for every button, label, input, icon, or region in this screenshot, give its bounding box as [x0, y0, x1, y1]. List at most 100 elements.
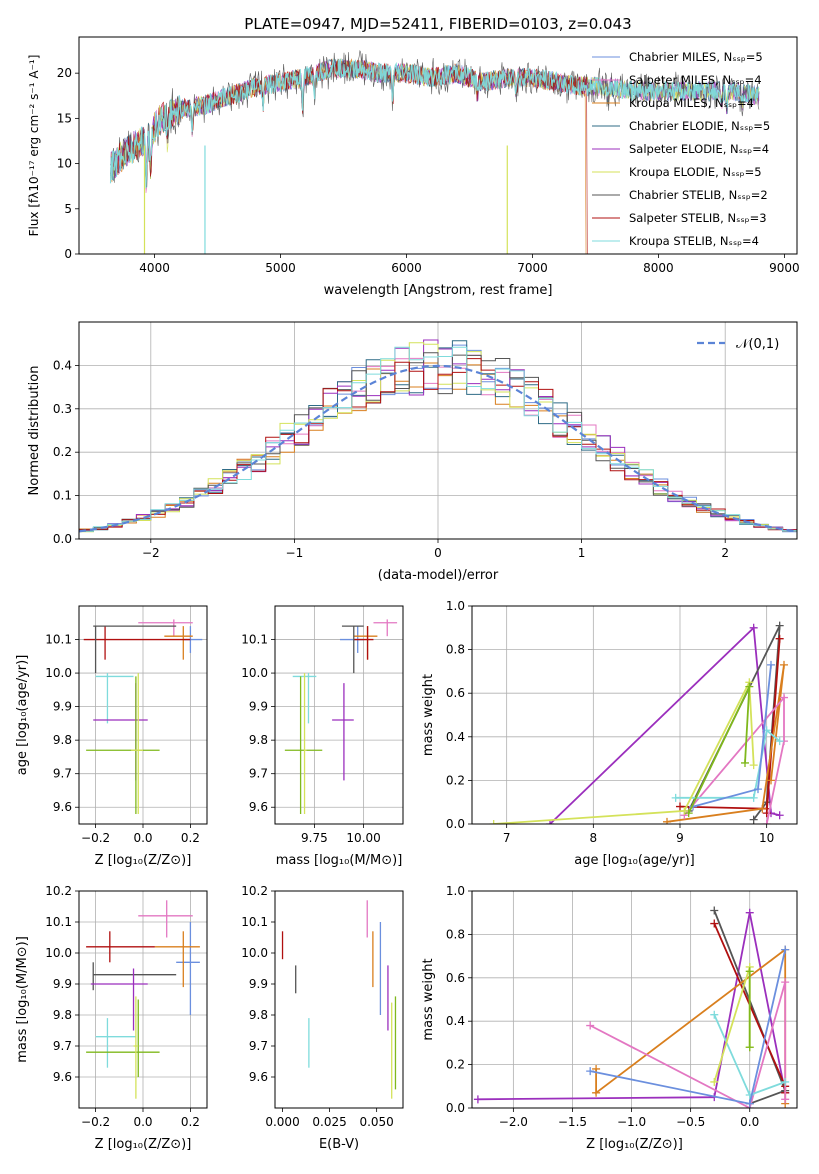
weight-marker — [546, 820, 554, 824]
x-tick-label: −2 — [142, 546, 160, 560]
x-axis-label: E(B-V) — [319, 1137, 359, 1152]
plot-area — [284, 619, 398, 814]
y-tick-label: 9.7 — [249, 1039, 268, 1053]
weight-marker — [767, 776, 775, 785]
x-axis-label: Z [log₁₀(Z/Z⊙)] — [95, 853, 192, 868]
data-point — [93, 683, 148, 781]
data-point — [154, 931, 200, 988]
y-tick-label: 9.9 — [249, 700, 268, 714]
weight-marker — [745, 967, 754, 976]
x-tick-label: 10 — [759, 831, 774, 845]
data-point — [332, 683, 354, 781]
weight-marker — [749, 815, 758, 824]
plot-area — [473, 906, 790, 1108]
data-point — [86, 676, 160, 814]
data-point — [93, 625, 177, 674]
histogram-step — [79, 346, 797, 532]
weight-line — [683, 695, 785, 824]
data-point — [95, 1018, 136, 1068]
plot-area — [109, 49, 760, 254]
weight-marker — [749, 761, 758, 770]
y-axis-label: mass weight — [421, 958, 436, 1040]
weight-marker — [489, 820, 498, 824]
y-tick-label: 0.8 — [446, 643, 465, 657]
x-tick-label: 0.0 — [133, 831, 152, 845]
x-tick-label: −1.0 — [617, 1115, 646, 1129]
weight-marker — [710, 919, 719, 928]
data-point — [83, 626, 191, 660]
chart-title: PLATE=0947, MJD=52411, FIBERID=0103, z=0… — [244, 15, 631, 33]
y-tick-label: 9.9 — [249, 977, 268, 991]
panel-6: −0.2 0.0 0.2 9.6 9.7 9.8 9.9 10.0 10.1 10.2 — [45, 884, 208, 1129]
y-tick-label: 9.6 — [53, 1070, 72, 1084]
data-point — [138, 619, 193, 637]
y-tick-label: 20 — [57, 66, 72, 80]
weight-line — [477, 912, 787, 1101]
y-tick-label: 0.6 — [446, 971, 465, 985]
legend-entry: Chabrier MILES, Nₛₛₚ=5 — [629, 50, 763, 64]
y-tick-label: 0.0 — [446, 1101, 465, 1115]
legend-entry: Kroupa ELODIE, Nₛₛₚ=5 — [629, 165, 762, 179]
weight-marker — [710, 1077, 719, 1086]
x-tick-label: 6000 — [391, 261, 422, 275]
axes-frame — [274, 605, 404, 825]
weight-marker — [762, 820, 771, 824]
weight-line — [679, 638, 781, 814]
weight-marker — [745, 1099, 754, 1108]
x-tick-label: 9 — [676, 831, 684, 845]
weight-marker — [586, 1067, 595, 1076]
panel-5: 7 8 9 10 0.0 0.2 0.4 0.6 0.8 1.0 — [446, 599, 798, 845]
x-axis-label: wavelength [Angstrom, rest frame] — [324, 283, 553, 298]
axes-frame — [78, 890, 208, 1109]
y-tick-label: 9.8 — [53, 733, 72, 747]
weight-line — [549, 625, 780, 824]
x-axis-label: age [log₁₀(age/yr)] — [574, 853, 695, 868]
y-tick-label: 9.7 — [53, 1039, 72, 1053]
weight-marker — [684, 809, 693, 818]
y-tick-label: 10.1 — [241, 633, 268, 647]
plot-area — [489, 621, 788, 824]
plot-area — [83, 619, 203, 814]
data-point — [341, 625, 364, 674]
normal-curve — [79, 364, 797, 533]
axes-frame — [471, 890, 798, 1109]
x-tick-label: 0.0 — [133, 1115, 152, 1129]
x-tick-label: 8 — [590, 831, 598, 845]
spectrum-line — [109, 58, 760, 189]
data-point — [164, 626, 193, 660]
x-tick-label: 5000 — [265, 261, 296, 275]
legend-entry: Salpeter MILES, Nₛₛₚ=4 — [629, 73, 762, 87]
y-tick-label: 9.6 — [249, 1070, 268, 1084]
weight-marker — [775, 811, 784, 820]
x-tick-label: 0 — [434, 546, 442, 560]
x-axis-label: Z [log₁₀(Z/Z⊙)] — [586, 1137, 683, 1152]
weight-marker — [745, 1043, 754, 1052]
data-point — [303, 673, 307, 814]
data-point — [95, 673, 134, 724]
x-tick-label: −1 — [286, 546, 304, 560]
y-tick-label: 0 — [64, 247, 72, 261]
y-tick-label: 5 — [64, 202, 72, 216]
y-tick-label: 15 — [57, 111, 72, 125]
weight-marker — [710, 1010, 719, 1019]
x-tick-label: 4000 — [139, 261, 170, 275]
x-tick-label: 0.2 — [181, 1115, 200, 1129]
plot-area — [281, 900, 397, 1099]
y-tick-label: 0.8 — [446, 927, 465, 941]
weight-marker — [473, 1095, 482, 1104]
plot-area — [79, 339, 797, 533]
x-tick-label: −2.0 — [499, 1115, 528, 1129]
y-axis-label: Normed distribution — [27, 366, 42, 496]
y-tick-label: 0.1 — [53, 489, 72, 503]
axes-frame — [274, 890, 404, 1109]
x-axis-label: Z [log₁₀(Z/Z⊙)] — [95, 1137, 192, 1152]
x-tick-label: 0.000 — [265, 1115, 299, 1129]
weight-marker — [775, 621, 784, 630]
weight-marker — [663, 817, 671, 824]
weight-marker — [586, 1021, 595, 1030]
y-axis-label: Flux [fλ10⁻¹⁷ erg cm⁻² s⁻¹ A⁻¹] — [27, 55, 41, 237]
x-axis-label: (data-model)/error — [378, 568, 499, 583]
x-tick-label: 7000 — [517, 261, 548, 275]
plot-area — [86, 900, 200, 1099]
y-tick-label: 0.0 — [446, 817, 465, 831]
